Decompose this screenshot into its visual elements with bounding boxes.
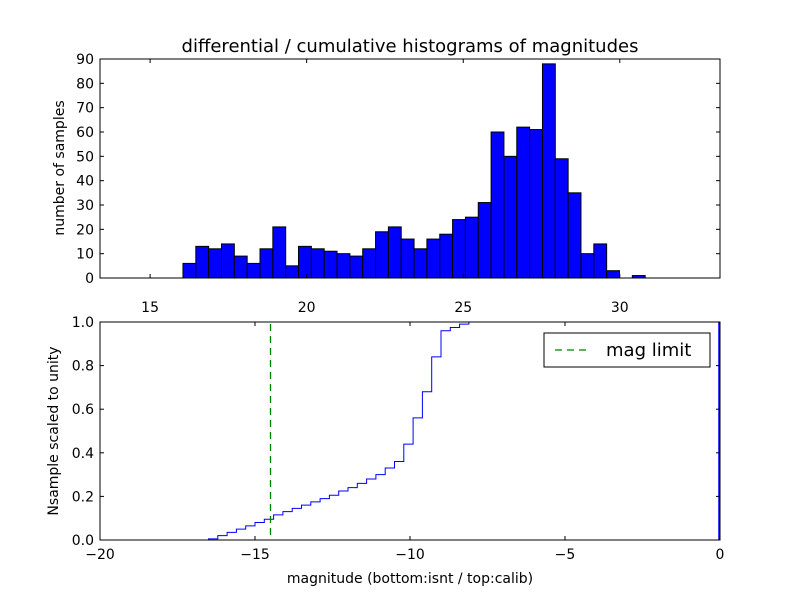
top-x-tick-label: 15 bbox=[141, 300, 159, 316]
histogram-bar bbox=[323, 250, 338, 279]
top-y-tick-label: 60 bbox=[76, 125, 94, 141]
top-axes-frame bbox=[99, 58, 721, 279]
top-x-tick-label: 20 bbox=[298, 300, 316, 316]
histogram-bar bbox=[541, 63, 556, 279]
histogram-bar bbox=[375, 231, 389, 279]
histogram-bar bbox=[567, 192, 582, 279]
bottom-x-tick-label: −10 bbox=[395, 547, 425, 563]
histogram-bar bbox=[503, 155, 518, 279]
histogram-bar bbox=[182, 262, 197, 279]
histogram-bar bbox=[285, 265, 300, 279]
histogram-bar bbox=[593, 243, 608, 279]
histogram-bar bbox=[233, 255, 248, 279]
bottom-x-tick-label: −20 bbox=[85, 547, 115, 563]
top-y-tick-label: 20 bbox=[76, 222, 94, 238]
histogram-bar bbox=[516, 126, 531, 279]
histogram-bar bbox=[362, 248, 377, 279]
top-y-tick-label: 10 bbox=[76, 247, 94, 263]
histogram-bar bbox=[220, 243, 235, 279]
top-x-ticks: 15 20 25 30 bbox=[141, 59, 629, 316]
top-y-tick-label: 50 bbox=[76, 149, 94, 165]
bottom-y-tick-label: 0.2 bbox=[72, 489, 94, 505]
histogram-bar bbox=[439, 233, 454, 279]
bottom-y-tick-label: 0.8 bbox=[72, 359, 94, 375]
chart-title: differential / cumulative histograms of … bbox=[182, 36, 639, 57]
top-y-tick-label: 70 bbox=[76, 101, 94, 117]
cumulative-step-line bbox=[100, 321, 479, 541]
histogram-bar bbox=[426, 238, 441, 279]
histogram-bar bbox=[490, 131, 505, 279]
histogram-bar bbox=[554, 158, 569, 279]
bottom-y-axis-label: Nsample scaled to unity bbox=[46, 346, 62, 515]
bottom-y-tick-label: 0.0 bbox=[72, 533, 94, 549]
cumulative-lines bbox=[100, 321, 720, 541]
top-x-tick-label: 30 bbox=[611, 300, 629, 316]
top-y-tick-label: 90 bbox=[76, 52, 94, 68]
bottom-y-tick-label: 0.6 bbox=[72, 402, 94, 418]
bottom-x-tick-label: −15 bbox=[240, 547, 270, 563]
top-y-tick-label: 40 bbox=[76, 174, 94, 190]
histogram-bar bbox=[413, 248, 428, 279]
top-x-tick-label: 25 bbox=[454, 300, 472, 316]
histogram-bar bbox=[208, 248, 222, 279]
histogram-bar bbox=[529, 129, 543, 279]
histogram-bar bbox=[580, 253, 595, 279]
bottom-axes-frame bbox=[99, 321, 721, 541]
top-y-tick-label: 80 bbox=[76, 76, 94, 92]
histogram-panel: differential / cumulative histograms of … bbox=[52, 36, 721, 316]
bottom-y-ticks: 0.0 0.2 0.4 0.6 0.8 1.0 bbox=[72, 315, 720, 549]
histogram-bar bbox=[477, 202, 492, 279]
histogram-bar bbox=[606, 270, 620, 279]
top-y-tick-label: 0 bbox=[85, 271, 94, 287]
histogram-bars bbox=[182, 63, 646, 279]
histogram-bar bbox=[464, 216, 479, 279]
top-y-tick-label: 30 bbox=[76, 198, 94, 214]
bottom-x-axis-label: magnitude (bottom:isnt / top:calib) bbox=[287, 571, 533, 587]
cumulative-panel: Nsample scaled to unity magnitude (botto… bbox=[46, 315, 724, 587]
bottom-x-tick-label: −5 bbox=[555, 547, 576, 563]
histogram-bar bbox=[452, 219, 466, 279]
histogram-bar bbox=[400, 238, 415, 279]
bottom-y-tick-label: 1.0 bbox=[72, 315, 94, 331]
histogram-bar bbox=[336, 253, 351, 279]
bottom-x-ticks: −20 −15 −10 −5 0 bbox=[85, 322, 724, 563]
histogram-bar bbox=[272, 226, 287, 279]
bottom-y-tick-label: 0.4 bbox=[72, 446, 94, 462]
histogram-bar bbox=[246, 262, 261, 279]
legend-mag-limit-label: mag limit bbox=[606, 340, 691, 361]
bottom-x-tick-label: 0 bbox=[716, 547, 725, 563]
histogram-bar bbox=[387, 226, 402, 279]
histogram-bar bbox=[195, 245, 210, 279]
histogram-bar bbox=[310, 248, 325, 279]
histogram-bar bbox=[298, 245, 312, 279]
top-y-axis-label: number of samples bbox=[52, 100, 68, 235]
histogram-bar bbox=[349, 255, 364, 279]
histogram-bar bbox=[259, 248, 274, 279]
legend: mag limit bbox=[543, 332, 711, 368]
